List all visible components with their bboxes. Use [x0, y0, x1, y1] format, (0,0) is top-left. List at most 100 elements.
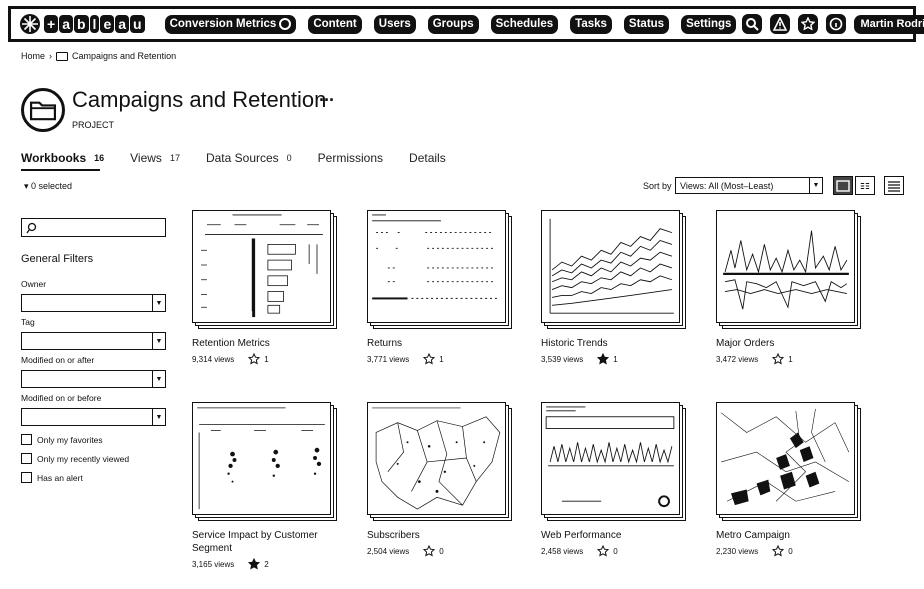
- star-outline-icon: [597, 545, 610, 557]
- breadcrumb-current[interactable]: Campaigns and Retention: [72, 51, 177, 61]
- thumbnail-image: [716, 210, 855, 323]
- list-view-button[interactable]: [884, 176, 904, 195]
- help-icon[interactable]: [826, 14, 847, 34]
- workbook-name[interactable]: Major Orders: [716, 338, 775, 349]
- tab-views[interactable]: Views 17: [130, 150, 180, 166]
- workbook-thumbnail[interactable]: [716, 402, 861, 521]
- workbook-card[interactable]: Major Orders 3,472 views 1: [716, 210, 866, 365]
- nav-status[interactable]: Status: [623, 14, 670, 34]
- thumbnail-view-button[interactable]: [833, 176, 853, 195]
- favorite-button[interactable]: 0: [772, 545, 793, 557]
- checkbox-label: Has an alert: [37, 472, 83, 483]
- tableau-wordmark: + a b l e a u: [44, 15, 145, 33]
- workbook-card[interactable]: Service Impact by Customer Segment 3,165…: [192, 402, 342, 570]
- tab-label: Workbooks: [21, 151, 87, 165]
- view-count: 3,539 views: [541, 354, 584, 364]
- tab-permissions[interactable]: Permissions: [318, 150, 383, 166]
- workbook-name[interactable]: Metro Campaign: [716, 530, 790, 541]
- modified-before-label: Modified on or before: [21, 393, 102, 403]
- compact-view-button[interactable]: [855, 176, 875, 195]
- site-switcher[interactable]: Conversion Metrics: [164, 14, 297, 34]
- search-icon[interactable]: [742, 14, 763, 34]
- star-outline-icon: [772, 545, 785, 557]
- workbook-name[interactable]: Returns: [367, 338, 403, 349]
- workbook-card[interactable]: Returns 3,771 views 1: [367, 210, 517, 365]
- workbook-thumbnail[interactable]: [541, 210, 686, 329]
- alert-icon[interactable]: [770, 14, 791, 34]
- workbook-name[interactable]: Service Impact by Customer Segment: [192, 530, 318, 554]
- grid-view-icon: [836, 179, 850, 192]
- favorite-button[interactable]: 1: [772, 353, 793, 365]
- star-filled-icon: [248, 558, 261, 570]
- thumbnail-image: [541, 402, 680, 515]
- active-tab-underline: [21, 169, 100, 171]
- favorite-button[interactable]: 1: [248, 353, 269, 365]
- workbook-name[interactable]: Historic Trends: [541, 338, 608, 349]
- nav-schedules[interactable]: Schedules: [490, 14, 559, 34]
- tag-dropdown[interactable]: ▼: [21, 332, 166, 350]
- workbook-thumbnail[interactable]: [367, 210, 512, 329]
- only-recent-checkbox[interactable]: Only my recently viewed: [21, 453, 129, 464]
- workbook-card[interactable]: Web Performance 2,458 views 0: [541, 402, 691, 557]
- breadcrumb-chevron-icon: ›: [49, 51, 53, 61]
- sort-by-label: Sort by: [643, 181, 672, 191]
- nav-tasks[interactable]: Tasks: [570, 14, 612, 34]
- chevron-down-icon: ▼: [152, 409, 165, 425]
- chevron-down-icon: ▼: [152, 333, 165, 349]
- modified-before-dropdown[interactable]: ▼: [21, 408, 166, 426]
- small-grid-icon: [860, 182, 870, 189]
- thumbnail-image: [192, 210, 331, 323]
- workbook-name[interactable]: Retention Metrics: [192, 338, 270, 349]
- nav-content[interactable]: Content: [308, 14, 362, 34]
- sort-select[interactable]: Views: All (Most–Least) ▼: [675, 177, 823, 194]
- only-favorites-checkbox[interactable]: Only my favorites: [21, 434, 103, 445]
- favorite-count: 1: [439, 354, 444, 364]
- workbook-thumbnail[interactable]: [367, 402, 512, 521]
- thumbnail-image: [367, 402, 506, 515]
- favorites-star-icon[interactable]: [798, 14, 819, 34]
- tab-details[interactable]: Details: [409, 150, 446, 166]
- selection-menu[interactable]: ▾ 0 selected: [24, 181, 73, 191]
- workbook-name[interactable]: Web Performance: [541, 530, 622, 541]
- project-folder-icon: [21, 88, 65, 132]
- checkbox-label: Only my favorites: [37, 434, 103, 445]
- site-switch-icon: [279, 18, 292, 30]
- nav-groups[interactable]: Groups: [427, 14, 479, 34]
- workbook-thumbnail[interactable]: [192, 402, 337, 521]
- owner-dropdown[interactable]: ▼: [21, 294, 166, 312]
- favorite-button[interactable]: 0: [597, 545, 618, 557]
- tableau-logo[interactable]: + a b l e a u: [19, 13, 145, 35]
- modified-after-dropdown[interactable]: ▼: [21, 370, 166, 388]
- tab-workbooks[interactable]: Workbooks 16: [21, 150, 104, 166]
- folder-icon: [56, 51, 69, 61]
- favorite-button[interactable]: 1: [423, 353, 444, 365]
- nav-settings[interactable]: Settings: [681, 14, 737, 34]
- more-actions-button[interactable]: ···: [319, 90, 335, 110]
- checkbox: [21, 472, 32, 483]
- favorite-button[interactable]: 1: [597, 353, 618, 365]
- tab-data-sources[interactable]: Data Sources 0: [206, 150, 292, 166]
- favorite-count: 0: [613, 546, 618, 556]
- has-alert-checkbox[interactable]: Has an alert: [21, 472, 83, 483]
- view-count: 9,314 views: [192, 354, 235, 364]
- user-menu[interactable]: Martin Rodriguez ▾: [854, 14, 924, 34]
- view-count: 2,504 views: [367, 546, 410, 556]
- favorite-button[interactable]: 0: [423, 545, 444, 557]
- owner-label: Owner: [21, 279, 47, 289]
- breadcrumb-home[interactable]: Home: [21, 51, 46, 61]
- tab-count: 16: [94, 153, 105, 163]
- nav-users[interactable]: Users: [373, 14, 416, 34]
- workbook-name[interactable]: Subscribers: [367, 530, 420, 541]
- workbook-thumbnail[interactable]: [541, 402, 686, 521]
- checkbox: [21, 453, 32, 464]
- star-outline-icon: [423, 353, 436, 365]
- favorite-button[interactable]: 2: [248, 558, 269, 570]
- search-input[interactable]: [21, 218, 166, 237]
- view-count: 3,771 views: [367, 354, 410, 364]
- workbook-thumbnail[interactable]: [716, 210, 861, 329]
- workbook-card[interactable]: Historic Trends 3,539 views 1: [541, 210, 691, 365]
- workbook-card[interactable]: Metro Campaign 2,230 views 0: [716, 402, 866, 557]
- workbook-card[interactable]: Retention Metrics 9,314 views 1: [192, 210, 342, 365]
- workbook-thumbnail[interactable]: [192, 210, 337, 329]
- workbook-card[interactable]: Subscribers 2,504 views 0: [367, 402, 517, 557]
